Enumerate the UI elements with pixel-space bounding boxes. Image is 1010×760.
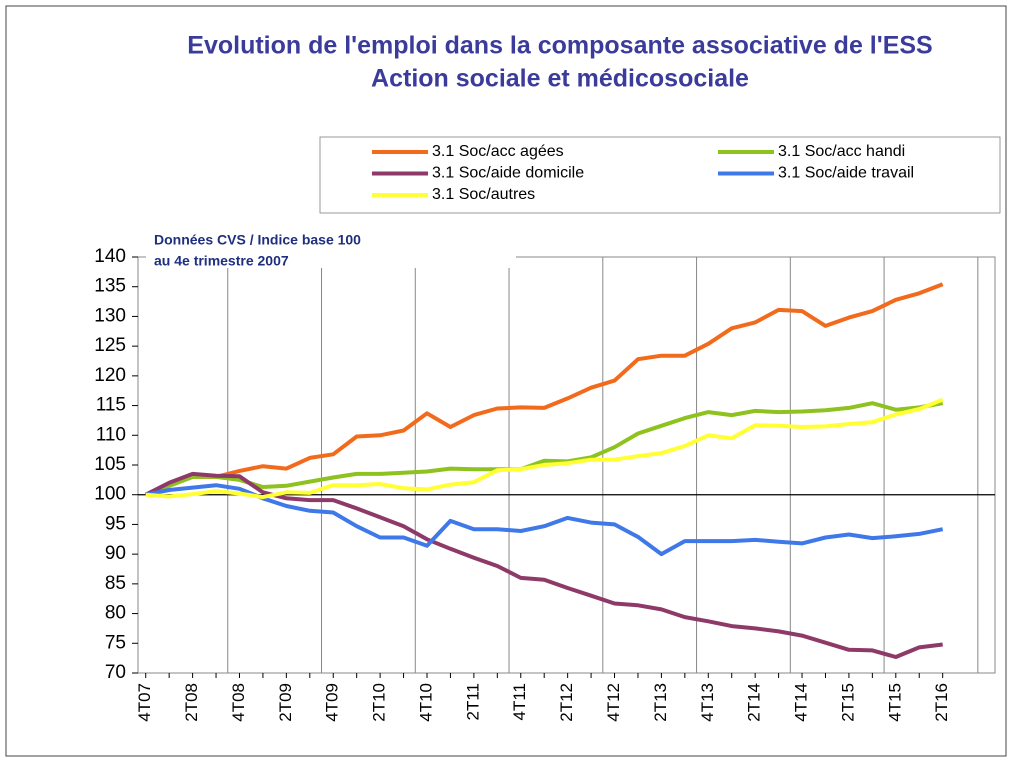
y-tick-label: 85 xyxy=(105,573,126,594)
legend-box xyxy=(319,136,1001,214)
x-tick-label: 4T07 xyxy=(135,683,154,722)
x-tick-label: 2T11 xyxy=(463,683,482,721)
y-tick-label: 120 xyxy=(94,365,126,386)
x-tick-label: 2T09 xyxy=(276,683,295,722)
series-line xyxy=(144,282,944,497)
annotation-box xyxy=(146,228,516,268)
x-tick-label: 4T09 xyxy=(323,683,342,722)
x-tick-label: 4T14 xyxy=(792,683,811,722)
annotation: au 4e trimestre 2007 xyxy=(154,253,289,269)
y-tick-label: 105 xyxy=(94,454,126,475)
y-tick-label: 75 xyxy=(105,632,126,653)
x-tick-label: 2T12 xyxy=(557,683,576,722)
x-tick-label: 4T11 xyxy=(510,683,529,721)
x-tick-label: 2T14 xyxy=(745,683,764,722)
legend-label: 3.1 Soc/acc agées xyxy=(432,143,564,160)
y-tick-label: 135 xyxy=(94,276,126,297)
annotation: Données CVS / Indice base 100 xyxy=(154,232,361,248)
x-tick-label: 4T08 xyxy=(229,683,248,722)
y-tick-label: 110 xyxy=(96,424,126,445)
x-tick-label: 2T10 xyxy=(370,683,389,722)
y-tick-label: 125 xyxy=(94,335,126,356)
y-tick-label: 80 xyxy=(105,603,126,624)
y-tick-label: 140 xyxy=(94,246,126,267)
legend-label: 3.1 Soc/acc handi xyxy=(778,143,905,160)
legend-label: 3.1 Soc/autres xyxy=(432,186,535,203)
x-tick-label: 4T10 xyxy=(416,683,435,722)
frame xyxy=(5,5,1007,757)
series-line xyxy=(144,401,944,497)
chart-subtitle: Action sociale et médicosociale xyxy=(371,65,749,93)
y-tick-label: 95 xyxy=(105,513,126,534)
y-tick-label: 70 xyxy=(105,662,126,683)
y-tick-label: 90 xyxy=(105,543,126,564)
legend-label: 3.1 Soc/aide travail xyxy=(778,165,914,182)
y-tick-label: 130 xyxy=(94,305,126,326)
x-tick-label: 4T12 xyxy=(604,683,623,722)
x-tick-label: 2T15 xyxy=(838,683,857,722)
x-tick-label: 4T15 xyxy=(885,683,904,722)
series-line xyxy=(144,471,943,659)
chart-title: Evolution de l'emploi dans la composante… xyxy=(187,32,932,60)
x-tick-label: 2T08 xyxy=(182,683,201,722)
series-line xyxy=(145,483,944,557)
x-tick-label: 2T16 xyxy=(932,683,951,722)
series-line xyxy=(145,397,944,500)
y-tick-label: 115 xyxy=(96,395,126,416)
y-tick-label: 100 xyxy=(94,484,126,505)
legend-label: 3.1 Soc/aide domicile xyxy=(432,165,584,182)
x-tick-label: 4T13 xyxy=(698,683,717,722)
x-tick-label: 2T13 xyxy=(651,683,670,722)
